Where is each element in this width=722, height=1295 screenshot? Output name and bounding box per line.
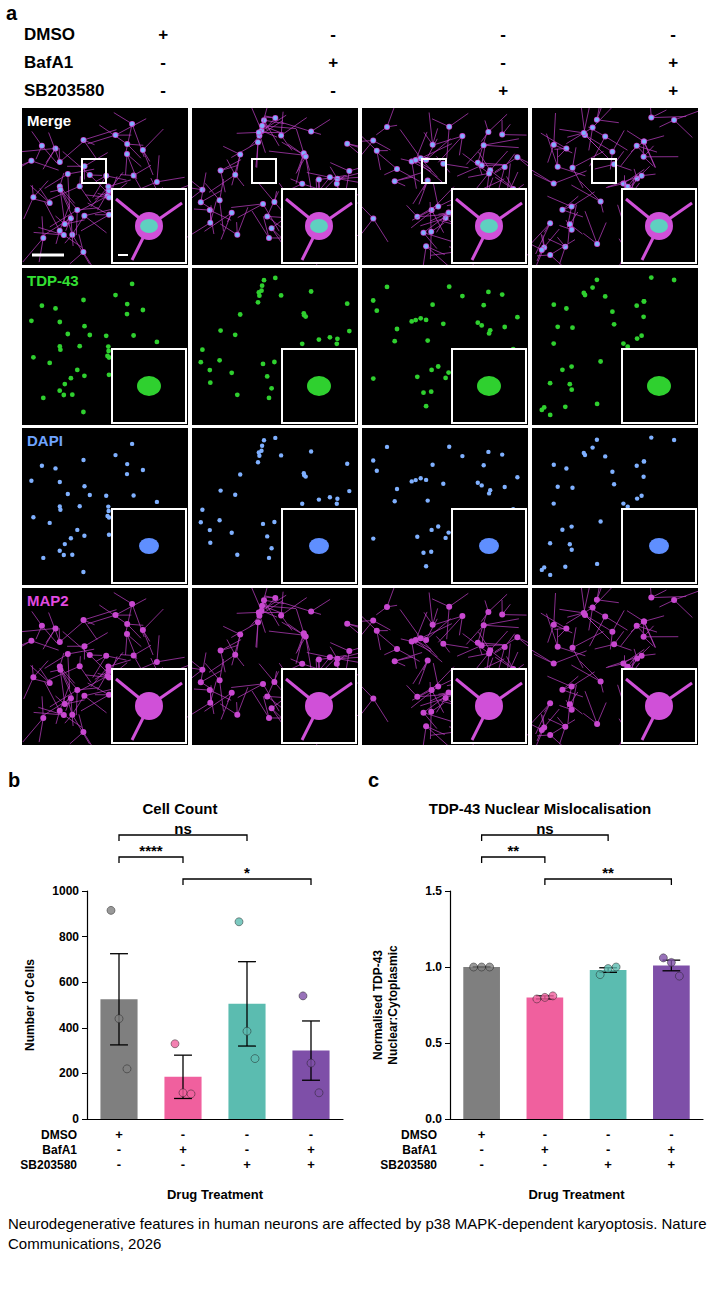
svg-text:-: - bbox=[330, 81, 336, 100]
svg-text:800: 800 bbox=[59, 930, 79, 944]
svg-text:****: **** bbox=[139, 842, 163, 859]
svg-text:+: + bbox=[307, 1142, 315, 1157]
svg-text:600: 600 bbox=[59, 975, 79, 989]
svg-text:-: - bbox=[245, 1142, 249, 1157]
svg-text:0: 0 bbox=[72, 1112, 79, 1126]
svg-text:BafA1: BafA1 bbox=[42, 1143, 77, 1157]
svg-text:0.0: 0.0 bbox=[425, 1112, 442, 1126]
svg-text:Nuclear:Cytoplasmic: Nuclear:Cytoplasmic bbox=[386, 945, 400, 1065]
svg-text:Drug Treatment: Drug Treatment bbox=[528, 1187, 625, 1202]
svg-text:-: - bbox=[117, 1142, 121, 1157]
svg-text:DMSO: DMSO bbox=[401, 1128, 437, 1142]
svg-text:+: + bbox=[668, 1142, 676, 1157]
svg-text:+: + bbox=[158, 25, 168, 44]
svg-text:**: ** bbox=[602, 864, 614, 881]
svg-text:-: - bbox=[669, 1127, 673, 1142]
svg-text:TDP-43: TDP-43 bbox=[27, 272, 79, 289]
svg-text:BafA1: BafA1 bbox=[402, 1143, 437, 1157]
svg-text:+: + bbox=[498, 81, 508, 100]
svg-text:ns: ns bbox=[536, 820, 554, 837]
svg-text:-: - bbox=[500, 53, 506, 72]
svg-text:+: + bbox=[478, 1127, 486, 1142]
svg-text:SB203580: SB203580 bbox=[24, 81, 104, 100]
svg-text:-: - bbox=[309, 1127, 313, 1142]
svg-text:-: - bbox=[606, 1142, 610, 1157]
svg-text:+: + bbox=[541, 1142, 549, 1157]
svg-text:-: - bbox=[543, 1127, 547, 1142]
svg-text:DMSO: DMSO bbox=[24, 25, 75, 44]
svg-text:1000: 1000 bbox=[52, 884, 79, 898]
svg-text:b: b bbox=[8, 769, 20, 791]
svg-text:+: + bbox=[328, 53, 338, 72]
svg-text:+: + bbox=[668, 1157, 676, 1172]
svg-text:Normalised TDP-43: Normalised TDP-43 bbox=[371, 950, 385, 1060]
svg-text:+: + bbox=[115, 1127, 123, 1142]
svg-text:Merge: Merge bbox=[27, 112, 71, 129]
svg-text:1.5: 1.5 bbox=[425, 884, 442, 898]
svg-text:a: a bbox=[6, 2, 18, 24]
svg-text:+: + bbox=[307, 1157, 315, 1172]
svg-text:-: - bbox=[330, 25, 336, 44]
svg-text:c: c bbox=[368, 769, 379, 791]
svg-text:+: + bbox=[668, 81, 678, 100]
svg-text:-: - bbox=[245, 1127, 249, 1142]
svg-text:+: + bbox=[668, 53, 678, 72]
svg-text:+: + bbox=[179, 1142, 187, 1157]
svg-text:-: - bbox=[479, 1142, 483, 1157]
svg-text:TDP-43 Nuclear Mislocalisation: TDP-43 Nuclear Mislocalisation bbox=[429, 800, 652, 817]
svg-text:Cell Count: Cell Count bbox=[143, 800, 218, 817]
svg-text:400: 400 bbox=[59, 1021, 79, 1035]
svg-text:-: - bbox=[181, 1127, 185, 1142]
svg-text:*: * bbox=[244, 864, 250, 881]
svg-text:SB203580: SB203580 bbox=[380, 1158, 437, 1172]
svg-text:-: - bbox=[606, 1127, 610, 1142]
svg-text:Drug Treatment: Drug Treatment bbox=[167, 1187, 264, 1202]
svg-text:1.0: 1.0 bbox=[425, 960, 442, 974]
svg-text:DAPI: DAPI bbox=[27, 432, 63, 449]
svg-text:SB203580: SB203580 bbox=[20, 1158, 77, 1172]
svg-text:Number of Cells: Number of Cells bbox=[23, 959, 37, 1051]
svg-text:-: - bbox=[181, 1157, 185, 1172]
svg-text:MAP2: MAP2 bbox=[27, 592, 69, 609]
svg-text:ns: ns bbox=[174, 820, 192, 837]
svg-text:+: + bbox=[604, 1157, 612, 1172]
svg-text:BafA1: BafA1 bbox=[24, 53, 73, 72]
svg-text:-: - bbox=[500, 25, 506, 44]
svg-text:200: 200 bbox=[59, 1066, 79, 1080]
svg-text:-: - bbox=[670, 25, 676, 44]
svg-text:-: - bbox=[160, 81, 166, 100]
svg-text:-: - bbox=[479, 1157, 483, 1172]
html-text:Neurodegenerative features in: Neurodegenerative features in human neur… bbox=[8, 1215, 707, 1252]
svg-text:-: - bbox=[117, 1157, 121, 1172]
svg-text:DMSO: DMSO bbox=[41, 1128, 77, 1142]
svg-text:-: - bbox=[160, 53, 166, 72]
svg-text:**: ** bbox=[507, 842, 519, 859]
svg-text:+: + bbox=[243, 1157, 251, 1172]
svg-text:-: - bbox=[543, 1157, 547, 1172]
svg-text:0.5: 0.5 bbox=[425, 1036, 442, 1050]
